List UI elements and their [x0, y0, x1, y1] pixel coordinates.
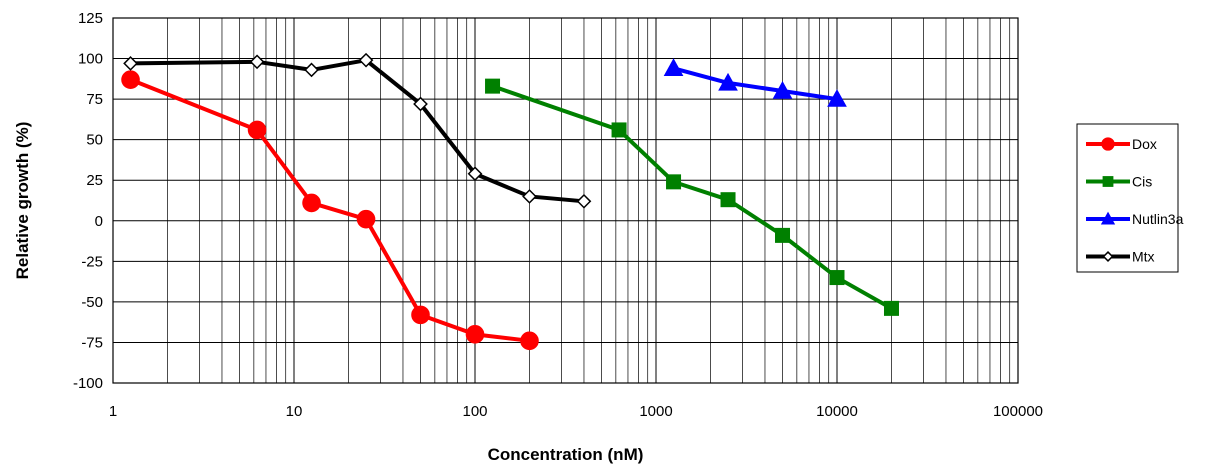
y-tick-label: -25: [81, 253, 103, 270]
data-point-marker: [827, 89, 847, 107]
y-tick-label: 0: [95, 213, 103, 230]
data-point-marker: [413, 96, 428, 112]
data-point-marker: [411, 305, 430, 325]
legend: Dox Cis Nutlin3a Mtx: [1076, 123, 1184, 273]
y-tick-label: 50: [86, 132, 103, 149]
series-line: [673, 66, 838, 102]
data-point-marker: [576, 193, 592, 209]
data-point-marker: [467, 166, 483, 182]
data-point-marker: [829, 270, 845, 286]
data-point-marker: [775, 227, 791, 243]
data-point-marker: [358, 52, 374, 68]
legend-label: Dox: [1132, 136, 1157, 152]
y-tick-label: -50: [81, 294, 103, 311]
data-point-marker: [302, 193, 321, 213]
legend-label: Mtx: [1132, 249, 1155, 265]
data-point-marker: [121, 70, 140, 89]
data-point-marker: [520, 331, 539, 351]
legend-entry: Nutlin3a: [1086, 211, 1184, 227]
plot-area: [112, 17, 1019, 384]
x-tick-label: 10000: [816, 403, 858, 420]
x-tick-label: 1: [109, 403, 117, 420]
data-point-marker: [718, 72, 738, 91]
x-axis-title: Concentration (nM): [488, 445, 644, 464]
data-point-marker: [485, 78, 501, 94]
data-point-marker: [663, 58, 684, 76]
data-point-marker: [356, 209, 376, 229]
y-axis-title: Relative growth (%): [13, 122, 32, 280]
series-mtx: [123, 52, 592, 209]
series-nutlin3a: [663, 58, 847, 107]
x-tick-label: 1000: [639, 403, 672, 420]
tick-labels: 125 100 75 50 25 0 -25 -50 -75 -100 1 10 100 1000 1000…: [73, 10, 1043, 420]
data-point-marker: [123, 56, 138, 71]
y-tick-label: -75: [81, 334, 103, 351]
data-point-marker: [247, 120, 267, 140]
series-dox: [121, 70, 539, 351]
data-point-marker: [883, 300, 899, 316]
data-point-marker: [1102, 176, 1114, 187]
legend-box: [1076, 123, 1179, 273]
data-point-marker: [304, 62, 319, 78]
y-tick-label: 100: [78, 51, 103, 68]
series-line: [130, 58, 585, 204]
data-point-marker: [666, 174, 682, 190]
legend-label: Cis: [1132, 174, 1152, 190]
y-tick-label: 25: [86, 172, 103, 189]
data-point-marker: [772, 80, 793, 99]
x-tick-label: 10: [286, 403, 303, 420]
data-point-marker: [611, 122, 627, 138]
series-group: [121, 52, 899, 351]
y-tick-label: 75: [86, 91, 103, 108]
data-point-marker: [1100, 211, 1116, 225]
data-point-marker: [465, 325, 485, 344]
legend-label: Nutlin3a: [1132, 211, 1184, 227]
y-tick-label: -100: [73, 375, 103, 392]
series-cis: [485, 78, 899, 316]
legend-entry: Dox: [1086, 136, 1157, 152]
data-point-marker: [522, 189, 537, 204]
x-tick-label: 100000: [993, 403, 1043, 420]
data-point-marker: [1101, 137, 1115, 151]
x-tick-label: 100: [462, 403, 487, 420]
data-point-marker: [249, 54, 265, 70]
legend-entry: Mtx: [1086, 249, 1155, 265]
y-tick-label: 125: [78, 10, 103, 27]
legend-entry: Cis: [1086, 174, 1152, 190]
data-point-marker: [1102, 251, 1114, 262]
data-point-marker: [720, 192, 736, 208]
